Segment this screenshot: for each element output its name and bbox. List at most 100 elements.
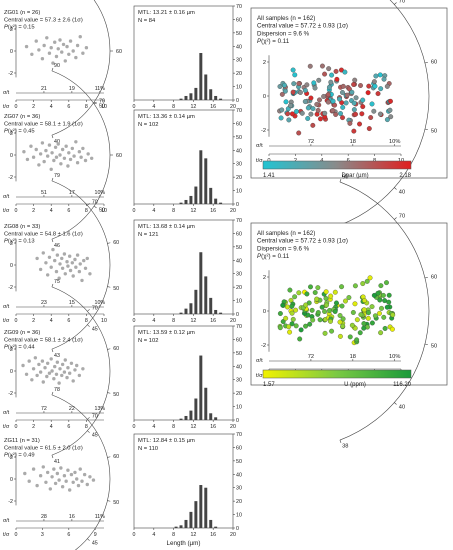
combined-1-radial-point — [316, 77, 322, 83]
sample-1-radial-x-tick-label: 4 — [50, 104, 53, 110]
sample-4-histogram-bar — [209, 413, 213, 420]
sample-4-radial-point — [71, 379, 75, 383]
combined-2-radial-point — [337, 319, 343, 325]
combined-1-radial-point — [352, 77, 358, 83]
sample-3-radial-arc-tick-label: 70 — [92, 199, 98, 205]
sample-2-radial-title: ZG07 (n = 36) — [4, 114, 40, 120]
combined-2-radial-arc-tick — [339, 439, 342, 443]
sample-3-histogram-bar — [214, 309, 218, 314]
combined-1-radial-point — [378, 86, 384, 92]
combined-2-radial-point — [369, 304, 375, 310]
combined-2-radial-p-chi2: P(χ²) = 0.11 — [257, 253, 290, 260]
sample-3-radial-x-tick-label: 10 — [101, 318, 107, 324]
sample-4-radial-sigma-axis-label: σ/t — [3, 410, 10, 416]
sample-1-radial-point — [75, 43, 80, 48]
combined-1-radial-point — [340, 83, 346, 89]
combined-2-colorbar-max: 116.20 — [393, 382, 412, 388]
sample-5-histogram-bar — [174, 526, 178, 528]
sample-5-radial-x-tick-label: 6 — [67, 532, 70, 538]
combined-2-radial-point — [297, 336, 303, 342]
combined-2-radial-point — [349, 322, 355, 328]
sample-3-radial-point — [35, 256, 39, 261]
sample-4-histogram-bar — [204, 387, 208, 420]
sample-5-radial-point — [78, 467, 82, 471]
sample-5-histogram-y-tick-label: 40 — [236, 472, 242, 478]
sample-3-radial-point — [41, 251, 45, 255]
sample-3-radial-x-tick-label: 8 — [85, 318, 88, 324]
sample-5-radial-arc-tick-label: 70 — [92, 413, 98, 419]
sample-3-radial-point — [82, 258, 86, 263]
combined-2-radial-point — [303, 323, 309, 329]
sample-1-radial-title: ZG01 (n = 26) — [4, 10, 40, 16]
sample-3-radial-x-tick-label: 6 — [67, 318, 70, 324]
combined-2-radial-point — [310, 317, 316, 323]
combined-2-radial-arc-tick — [424, 343, 428, 346]
sample-1-radial-sigma-tick-label: 19 — [69, 86, 75, 92]
sample-5-radial-arc-tick — [87, 417, 90, 420]
combined-1-radial-point — [279, 107, 285, 113]
combined-2-radial-point — [365, 315, 371, 321]
combined-1-radial-point — [314, 101, 320, 107]
combined-2-colorbar — [262, 369, 412, 379]
sample-2-radial-arc-tick — [93, 205, 97, 209]
sample-5-histogram-bar — [214, 526, 218, 528]
sample-3-radial-arc-tick — [87, 203, 90, 206]
sample-4-radial-point — [40, 359, 45, 363]
sample-5-radial-arc-tick-label: 60 — [113, 454, 119, 460]
combined-2-radial-point — [343, 298, 348, 304]
combined-2-radial-point — [298, 327, 304, 333]
sample-2-radial-point — [64, 144, 68, 148]
sample-5-radial-point — [91, 478, 96, 482]
sample-4-radial-x-tick-label: 8 — [85, 424, 88, 430]
combined-2-radial-point — [369, 320, 375, 326]
sample-4-histogram-bar — [179, 418, 183, 420]
sample-4-radial-point — [37, 362, 41, 367]
combined-2-radial-point — [277, 325, 283, 331]
sample-3-radial-arc-tick-label: 43 — [54, 353, 60, 359]
sample-3-radial-title: ZG08 (n = 33) — [4, 224, 40, 230]
sample-3-histogram-y-tick-label: 30 — [236, 272, 242, 278]
combined-2-radial-point — [376, 310, 382, 316]
sample-3-histogram-bar — [194, 289, 198, 314]
sample-1-histogram-y-tick-label: 10 — [236, 85, 242, 91]
sample-4-radial-central-value: Central value = 58.1 ± 2.4 (1σ) — [4, 337, 83, 343]
combined-1-radial-point — [351, 100, 357, 106]
sample-2-radial-point — [31, 155, 36, 159]
sample-1-histogram-bar — [209, 89, 213, 100]
sample-4-radial-point — [73, 368, 77, 372]
combined-2-radial-arc-tick — [394, 217, 397, 220]
combined-1-radial-point — [377, 111, 383, 117]
sample-4-radial-arc-tick — [51, 455, 54, 459]
combined-2-radial-point — [322, 309, 328, 314]
combined-2-radial-point — [284, 304, 290, 310]
combined-1-radial-sigma-tick-label: 72 — [308, 139, 314, 145]
sample-4-histogram-y-tick-label: 50 — [236, 351, 242, 357]
combined-2-radial-point — [384, 280, 389, 286]
sample-4-radial-point — [52, 377, 56, 381]
combined-1-radial-point — [310, 106, 316, 112]
combined-1-radial-arc-tick — [424, 61, 428, 64]
combined-2-radial-point — [337, 333, 343, 339]
sample-1-histogram-mtl: MTL: 13.21 ± 0.16 µm — [138, 10, 195, 16]
sample-1-histogram-x-tick-label: 0 — [133, 104, 136, 110]
sample-3-radial-point — [70, 261, 75, 265]
combined-1-radial-arc-tick — [394, 2, 397, 5]
sample-4-radial-arc-tick — [51, 283, 54, 287]
sample-5-histogram-y-tick-label: 10 — [236, 513, 242, 519]
sample-3-radial-arc-tick-label: 45 — [92, 327, 98, 333]
sample-2-radial-point — [72, 154, 76, 158]
combined-1-radial-point — [290, 89, 296, 95]
sample-3-radial-p-chi2: P(χ²) = 0.13 — [4, 239, 35, 245]
sample-1-histogram-bar — [214, 95, 218, 100]
sample-3-radial-sigma-tick-label: 23 — [41, 300, 47, 306]
sample-1-histogram-frame — [133, 5, 234, 101]
combined-1-radial-point — [305, 105, 311, 111]
combined-1-radial-sigma-axis-label: σ/t — [256, 143, 263, 149]
sample-4-histogram-bar — [199, 355, 203, 420]
sample-3-radial-point — [51, 247, 55, 252]
sample-5-histogram-x-axis-label: Length (µm) — [166, 540, 200, 547]
sample-3-histogram-x-tick-label: 12 — [190, 318, 196, 324]
sample-2-radial-arc-tick — [51, 67, 54, 71]
sample-2-radial-point — [25, 157, 30, 162]
sample-5-histogram-bar — [184, 519, 188, 528]
